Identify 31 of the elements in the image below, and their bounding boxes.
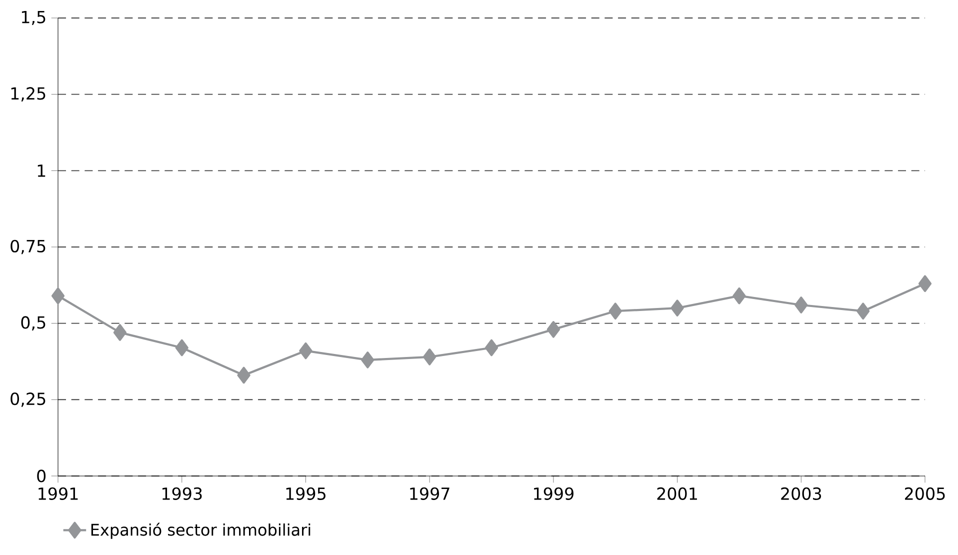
point xyxy=(237,366,250,384)
x-tick-label: 1997 xyxy=(410,487,450,500)
point xyxy=(794,296,808,314)
point xyxy=(484,339,498,356)
y-tick-label: 1,25 xyxy=(11,87,46,102)
y-tick-label: 0,25 xyxy=(10,392,46,407)
point xyxy=(175,339,188,356)
y-tick-label: 0 xyxy=(37,470,46,482)
y-tick-label: 0,5 xyxy=(21,316,46,330)
x-tick-label: 1991 xyxy=(38,487,78,500)
point xyxy=(918,275,932,292)
x-tick-label: 1999 xyxy=(534,487,574,500)
x-tick-label: 1993 xyxy=(162,487,202,500)
point xyxy=(732,287,746,304)
y-tick-label: 1 xyxy=(38,164,46,177)
y-tick-label: 0,75 xyxy=(10,240,46,254)
point xyxy=(299,342,312,360)
point xyxy=(423,348,436,366)
point xyxy=(856,302,870,320)
y-tick-label: 1,5 xyxy=(22,10,46,26)
x-tick-label: 2003 xyxy=(781,487,821,500)
x-tick-label: 2001 xyxy=(657,487,697,500)
x-tick-label: 2005 xyxy=(905,487,945,500)
point xyxy=(51,287,65,304)
point xyxy=(670,300,684,316)
point xyxy=(113,324,127,341)
x-tick-label: 1995 xyxy=(286,487,326,500)
point xyxy=(546,321,560,338)
point xyxy=(608,302,622,320)
legend-label: Expansió sector immobiliari xyxy=(91,522,310,539)
point xyxy=(361,352,374,368)
